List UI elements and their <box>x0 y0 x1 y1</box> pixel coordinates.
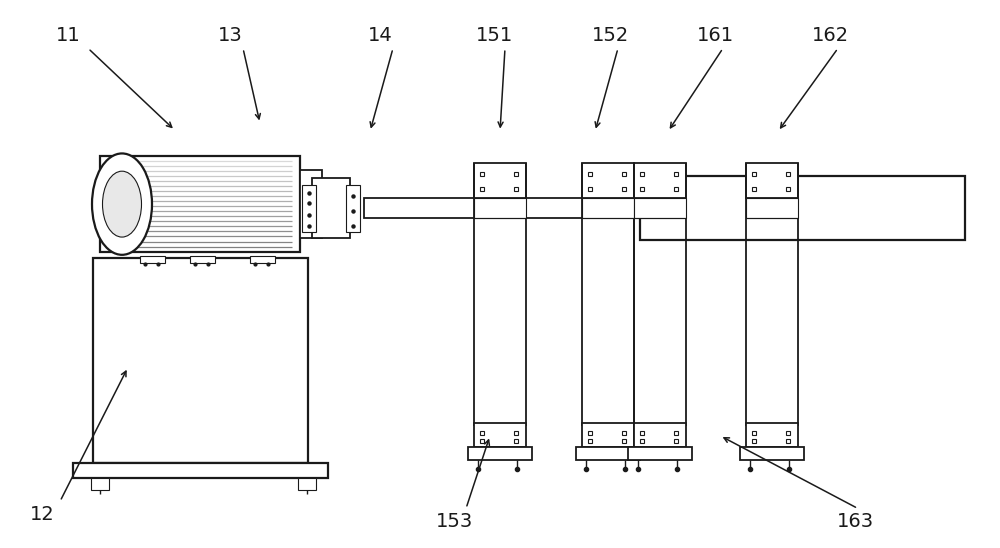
Bar <box>576 447 640 460</box>
Bar <box>474 198 526 218</box>
Bar <box>474 423 526 447</box>
Bar <box>73 463 328 478</box>
Bar <box>312 178 350 238</box>
Text: 152: 152 <box>591 26 629 45</box>
Bar <box>250 256 275 263</box>
Ellipse shape <box>92 153 152 255</box>
Bar <box>634 198 686 218</box>
Bar <box>140 256 165 263</box>
Bar <box>298 478 316 490</box>
Text: 153: 153 <box>436 512 474 531</box>
Bar <box>300 170 322 238</box>
Bar <box>91 478 109 490</box>
Text: 12: 12 <box>30 505 54 523</box>
Bar <box>190 256 215 263</box>
Bar <box>474 163 526 198</box>
Bar <box>746 163 798 198</box>
Bar <box>640 176 965 240</box>
Bar <box>582 423 634 447</box>
Bar <box>746 423 798 447</box>
Bar <box>364 198 830 218</box>
Ellipse shape <box>103 171 142 237</box>
Bar <box>746 198 798 218</box>
Text: 162: 162 <box>811 26 849 45</box>
Text: 11: 11 <box>56 26 80 45</box>
Text: 151: 151 <box>476 26 514 45</box>
Bar <box>468 447 532 460</box>
Text: 14: 14 <box>368 26 392 45</box>
Bar <box>628 447 692 460</box>
Text: 13: 13 <box>218 26 242 45</box>
Bar <box>582 198 634 218</box>
Bar <box>93 258 308 463</box>
Text: 161: 161 <box>696 26 734 45</box>
Bar <box>740 447 804 460</box>
Bar <box>634 163 686 198</box>
Bar <box>582 163 634 198</box>
Bar <box>302 185 316 232</box>
Bar <box>346 185 360 232</box>
Text: 163: 163 <box>836 512 874 531</box>
Bar <box>100 156 300 252</box>
Bar <box>634 423 686 447</box>
